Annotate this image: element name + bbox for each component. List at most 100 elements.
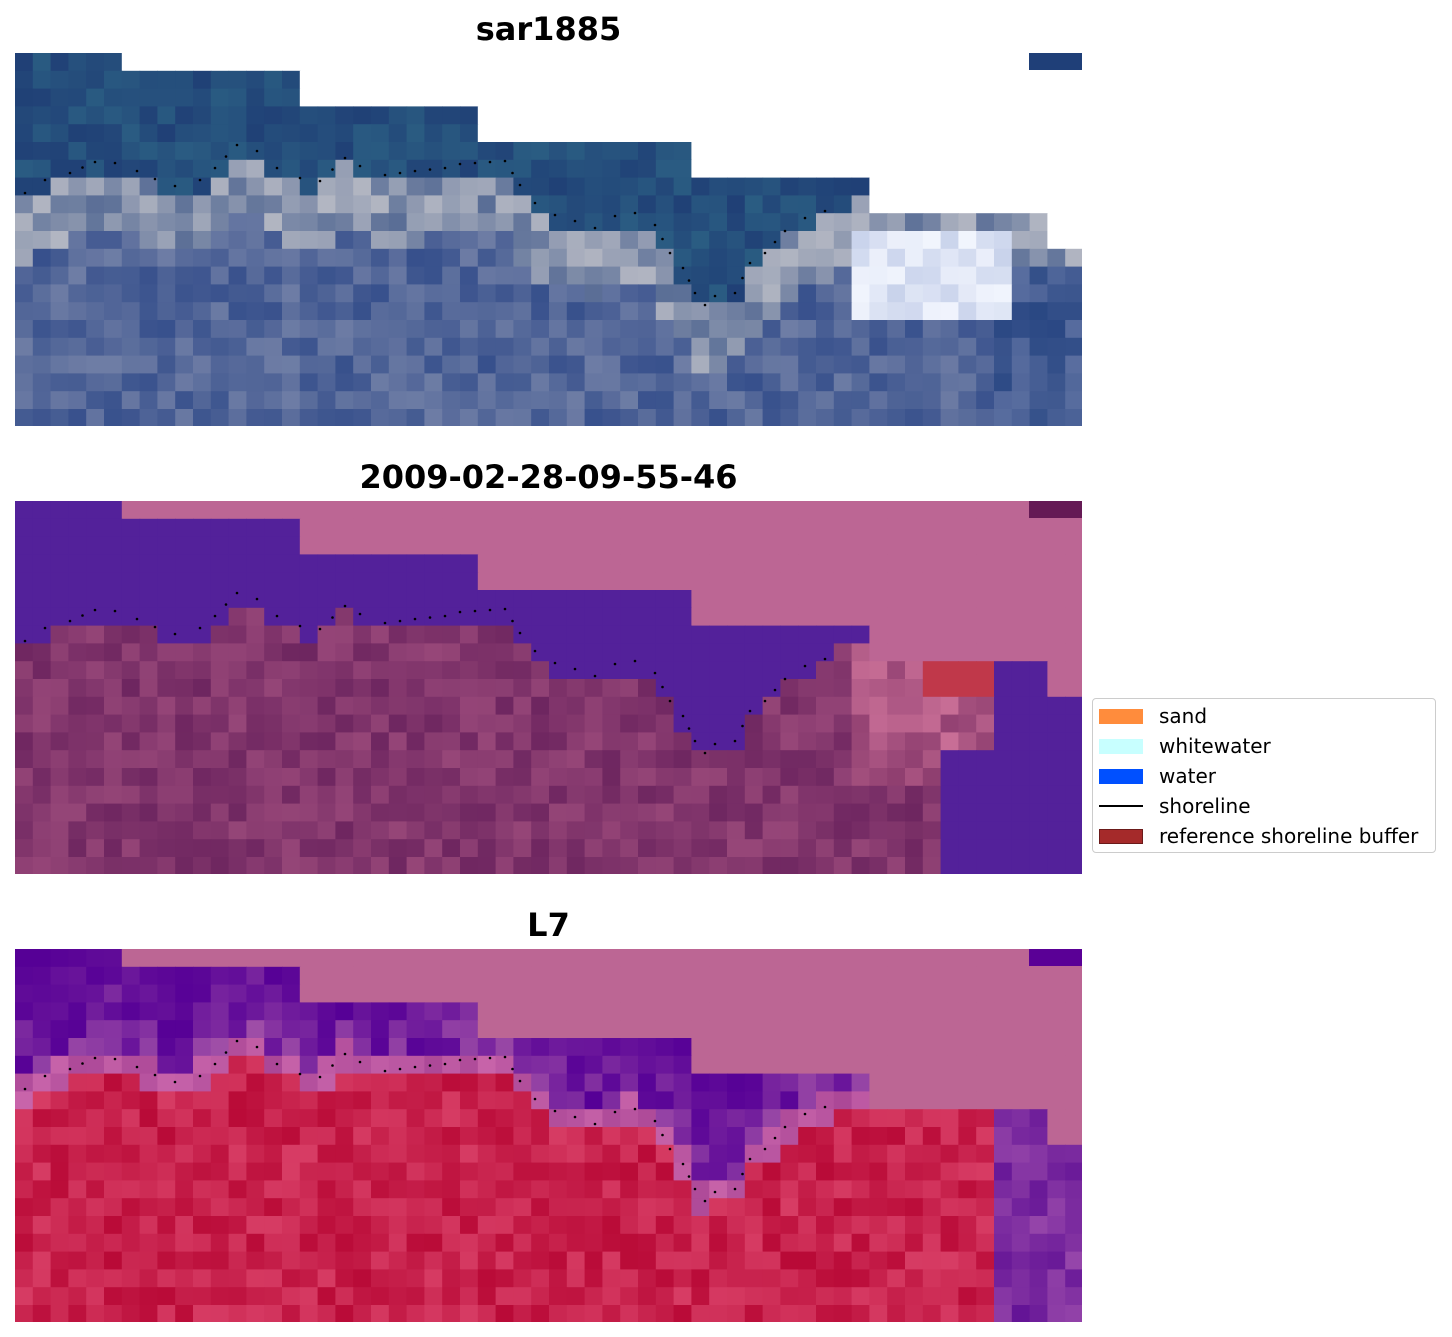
raster-cell [762, 679, 781, 698]
raster-cell [833, 949, 853, 968]
raster-cell [104, 966, 123, 986]
shoreline-point [488, 160, 492, 164]
raster-cell [193, 88, 212, 107]
raster-cell [335, 124, 354, 143]
raster-cell [744, 1109, 764, 1128]
raster-cell [282, 554, 301, 573]
raster-cell [620, 106, 639, 125]
raster-cell [869, 696, 888, 716]
raster-cell [887, 714, 906, 733]
raster-cell [210, 124, 230, 143]
raster-cell [709, 501, 728, 520]
raster-cell [15, 1144, 34, 1164]
raster-cell [727, 679, 746, 698]
raster-cell [958, 857, 977, 874]
raster-cell [709, 661, 728, 680]
raster-cell [264, 1038, 283, 1057]
raster-cell [744, 1038, 764, 1057]
raster-cell [460, 355, 479, 374]
raster-cell [691, 248, 710, 268]
legend: sand whitewater water shoreline referenc… [1092, 698, 1436, 853]
raster-cell [584, 177, 603, 196]
raster-cell [121, 1180, 141, 1199]
raster-cell [1011, 768, 1031, 787]
raster-cell [513, 732, 532, 751]
raster-cell [940, 1251, 959, 1270]
raster-cell [121, 949, 141, 968]
raster-cell [121, 625, 141, 644]
shoreline-point [518, 1079, 522, 1083]
raster-cell [460, 966, 479, 986]
raster-cell [620, 142, 639, 161]
raster-cell [371, 821, 390, 840]
raster-cell [32, 53, 52, 72]
raster-cell [371, 768, 390, 787]
raster-cell [228, 1091, 247, 1110]
raster-cell [353, 1002, 372, 1021]
raster-cell [335, 1073, 354, 1092]
shoreline-point [235, 143, 239, 147]
raster-cell [851, 1002, 870, 1021]
raster-cell [922, 625, 942, 644]
raster-cell [531, 821, 550, 840]
raster-cell [976, 803, 995, 822]
shoreline-point [823, 657, 827, 661]
raster-cell [709, 696, 728, 716]
raster-cell [513, 554, 532, 573]
raster-cell [246, 984, 265, 1003]
raster-cell [922, 1055, 942, 1075]
raster-cell [691, 231, 710, 250]
raster-cell [104, 1269, 123, 1288]
raster-cell [1011, 320, 1031, 339]
raster-cell [673, 1038, 692, 1057]
raster-cell [940, 1109, 959, 1128]
raster-cell [353, 839, 372, 858]
raster-cell [922, 750, 942, 769]
raster-cell [566, 803, 586, 822]
raster-cell [958, 1287, 977, 1306]
raster-cell [602, 53, 621, 72]
raster-cell [762, 142, 781, 161]
raster-cell [104, 1109, 123, 1128]
raster-cell [317, 643, 336, 662]
raster-cell [602, 124, 621, 143]
raster-cell [406, 373, 425, 392]
raster-cell [264, 88, 283, 107]
raster-cell [513, 1055, 532, 1075]
raster-cell [513, 1251, 532, 1270]
raster-cell [976, 501, 995, 520]
shoreline-point [668, 251, 672, 255]
raster-cell [299, 1216, 319, 1235]
raster-cell [477, 284, 497, 303]
raster-cell [922, 785, 942, 805]
raster-cell [602, 1198, 621, 1217]
raster-cell [15, 284, 34, 303]
raster-cell [1011, 1180, 1031, 1199]
raster-cell [228, 195, 247, 214]
raster-cell [798, 177, 817, 196]
raster-cell [513, 409, 532, 426]
raster-cell [584, 750, 603, 769]
raster-cell [620, 1109, 639, 1128]
raster-cell [638, 625, 657, 644]
raster-cell [922, 857, 942, 874]
raster-cell [994, 1109, 1013, 1128]
raster-cell [353, 643, 372, 662]
raster-cell [1047, 572, 1066, 591]
raster-cell [264, 373, 283, 392]
raster-cell [86, 1055, 105, 1075]
raster-cell [299, 1251, 319, 1270]
raster-cell [709, 213, 728, 232]
raster-cell [193, 1144, 212, 1164]
raster-cell [264, 355, 283, 374]
raster-cell [905, 1198, 924, 1217]
raster-cell [531, 679, 550, 698]
raster-cell [549, 1038, 568, 1057]
raster-cell [50, 1269, 69, 1288]
raster-cell [709, 1162, 728, 1181]
raster-cell [673, 857, 692, 874]
raster-cell [887, 142, 906, 161]
raster-cell [851, 554, 870, 573]
raster-cell [816, 1055, 835, 1075]
raster-cell [816, 1269, 835, 1288]
